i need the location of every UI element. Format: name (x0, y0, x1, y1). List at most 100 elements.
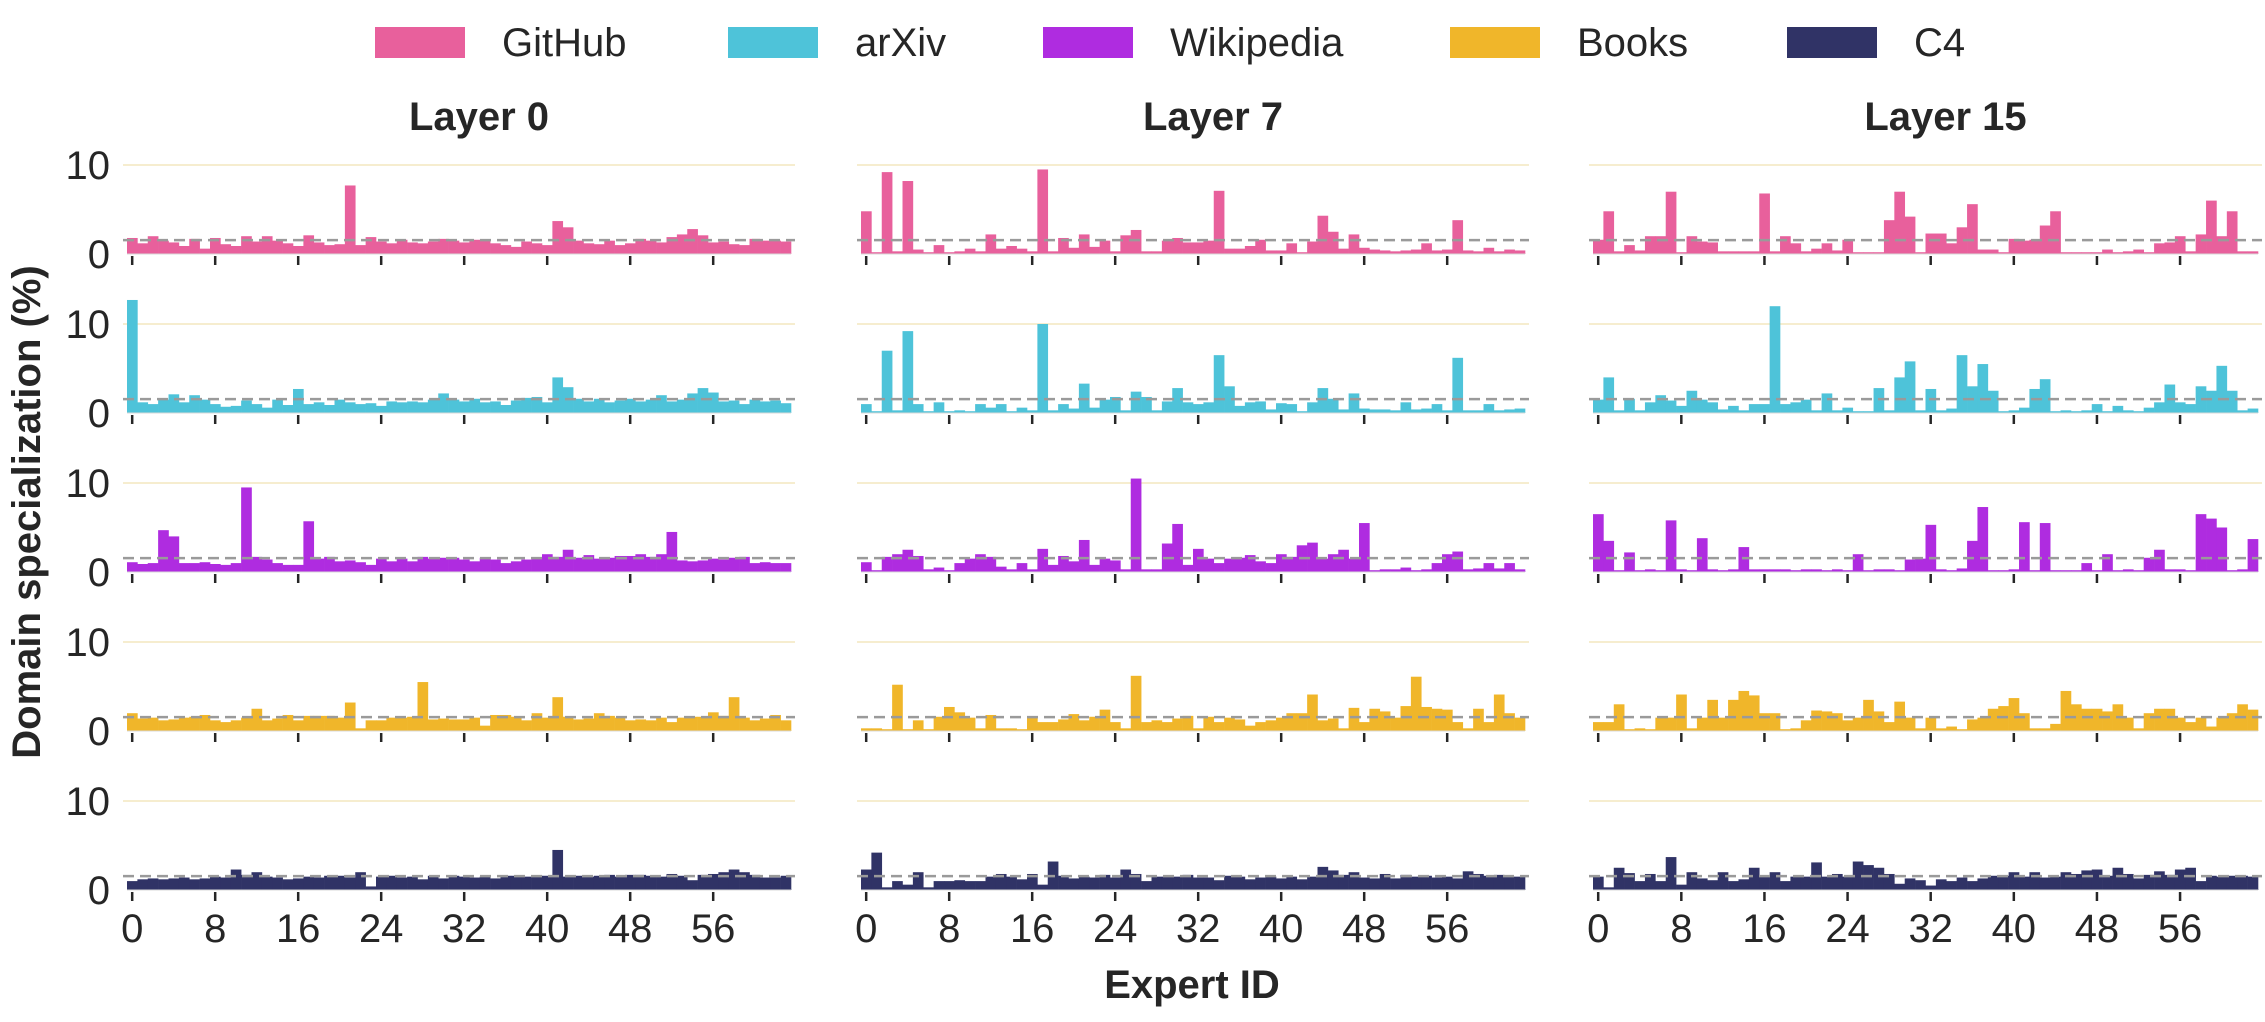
bar-expert-45 (593, 713, 605, 731)
bar-expert-13 (995, 566, 1007, 572)
bar-expert-31 (1915, 728, 1926, 731)
bar-expert-26 (1863, 865, 1874, 890)
bar-expert-49 (2102, 249, 2113, 254)
bar-expert-18 (1047, 251, 1059, 254)
bar-expert-59 (2206, 200, 2217, 254)
bar-expert-47 (2081, 870, 2093, 890)
bar-expert-6 (189, 716, 200, 731)
bar-expert-10 (1696, 878, 1708, 890)
bar-expert-46 (1338, 409, 1349, 413)
bar-expert-40 (2008, 238, 2020, 254)
bar-expert-27 (1873, 867, 1885, 890)
bar-expert-49 (2102, 875, 2113, 890)
bar-expert-52 (2133, 570, 2144, 572)
bar-expert-27 (1141, 569, 1152, 572)
bar-expert-17 (303, 404, 315, 413)
bar-expert-15 (1016, 729, 1028, 731)
bar-expert-20 (334, 399, 346, 413)
bar-expert-58 (728, 400, 740, 413)
bar-expert-46 (604, 715, 615, 731)
bar-expert-32 (1193, 728, 1204, 731)
bar-expert-56 (1442, 554, 1453, 572)
bar-expert-50 (1379, 250, 1391, 254)
bar-expert-11 (975, 251, 986, 254)
bar-expert-40 (542, 875, 553, 890)
bar-expert-43 (2039, 877, 2051, 890)
bar-expert-42 (1296, 411, 1308, 413)
bar-expert-12 (1717, 409, 1729, 413)
bar-expert-0 (1593, 239, 1604, 254)
y-tick-label: 0 (88, 551, 110, 595)
bar-expert-29 (427, 875, 439, 890)
bar-expert-11 (241, 874, 252, 890)
bar-expert-16 (1759, 404, 1770, 413)
bar-expert-10 (230, 405, 242, 413)
bar-expert-46 (604, 557, 615, 572)
panels: 0 10 0 10 0 10 0 10 0 10 0 8 16 24 32 40 48 56 0 8 16 24 32 40 4… (66, 144, 2262, 951)
bar-expert-3 (892, 251, 903, 254)
bar-expert-38 (1987, 708, 1999, 731)
bar-expert-21 (1078, 876, 1090, 890)
bar-expert-45 (1327, 554, 1339, 572)
bar-expert-49 (635, 554, 647, 572)
bar-expert-41 (2019, 876, 2030, 890)
row-c4: 0 10 0 8 16 24 32 40 48 56 0 8 16 24 32 40 48 56 0 8 16 24 32 4… (66, 780, 2262, 951)
bar-expert-2 (1613, 251, 1625, 254)
bar-expert-55 (2164, 242, 2176, 254)
bar-expert-56 (2174, 402, 2186, 413)
bar-expert-53 (1410, 570, 1422, 572)
bar-expert-39 (531, 875, 543, 890)
bar-expert-45 (1327, 231, 1339, 254)
bar-expert-51 (656, 717, 667, 731)
bar-expert-27 (1141, 251, 1152, 254)
bar-expert-35 (490, 714, 501, 731)
bar-expert-38 (521, 720, 532, 731)
bar-expert-5 (178, 245, 190, 254)
x-tick-label: 32 (1908, 907, 1953, 951)
bar-expert-13 (261, 876, 273, 890)
bar-expert-34 (1946, 881, 1957, 890)
bar-expert-63 (1514, 876, 1526, 890)
bar-expert-15 (1016, 563, 1028, 572)
bar-expert-20 (1800, 720, 1812, 731)
bar-expert-42 (1296, 879, 1308, 890)
bar-expert-47 (614, 717, 626, 731)
bar-expert-27 (407, 401, 418, 413)
bar-expert-49 (1369, 878, 1381, 890)
x-tick-label: 32 (1176, 907, 1221, 951)
panel-books-layer-2 (1589, 641, 2262, 742)
bar-expert-27 (1141, 881, 1152, 890)
bar-expert-7 (933, 716, 945, 731)
bar-expert-33 (1203, 402, 1215, 413)
bar-expert-59 (1473, 873, 1484, 890)
bar-expert-44 (1317, 558, 1329, 572)
bar-expert-26 (1863, 570, 1874, 572)
bar-expert-55 (2164, 874, 2176, 890)
bar-expert-40 (2008, 872, 2020, 890)
bar-expert-42 (562, 549, 574, 572)
bar-expert-25 (1852, 252, 1864, 254)
bar-expert-12 (985, 407, 997, 413)
bar-expert-37 (1977, 364, 1989, 413)
bar-expert-38 (521, 397, 532, 413)
bar-expert-4 (1634, 410, 1646, 413)
bar-expert-30 (438, 718, 449, 731)
bar-expert-55 (697, 235, 709, 254)
bar-expert-44 (1317, 720, 1329, 731)
bar-expert-25 (1852, 717, 1864, 731)
bar-expert-56 (1442, 876, 1453, 890)
bar-expert-3 (158, 879, 169, 890)
bar-expert-32 (459, 242, 470, 254)
bar-expert-51 (1390, 569, 1401, 572)
bar-expert-55 (697, 716, 709, 731)
bar-expert-56 (708, 392, 719, 413)
bar-expert-58 (728, 557, 740, 572)
bar-expert-35 (1956, 729, 1968, 731)
bar-expert-33 (469, 239, 481, 254)
bar-expert-52 (666, 237, 678, 254)
bar-expert-21 (344, 877, 356, 890)
bar-expert-29 (1161, 240, 1173, 254)
bar-expert-42 (2029, 388, 2041, 413)
bar-expert-2 (1613, 410, 1625, 413)
bar-expert-49 (1369, 570, 1381, 572)
